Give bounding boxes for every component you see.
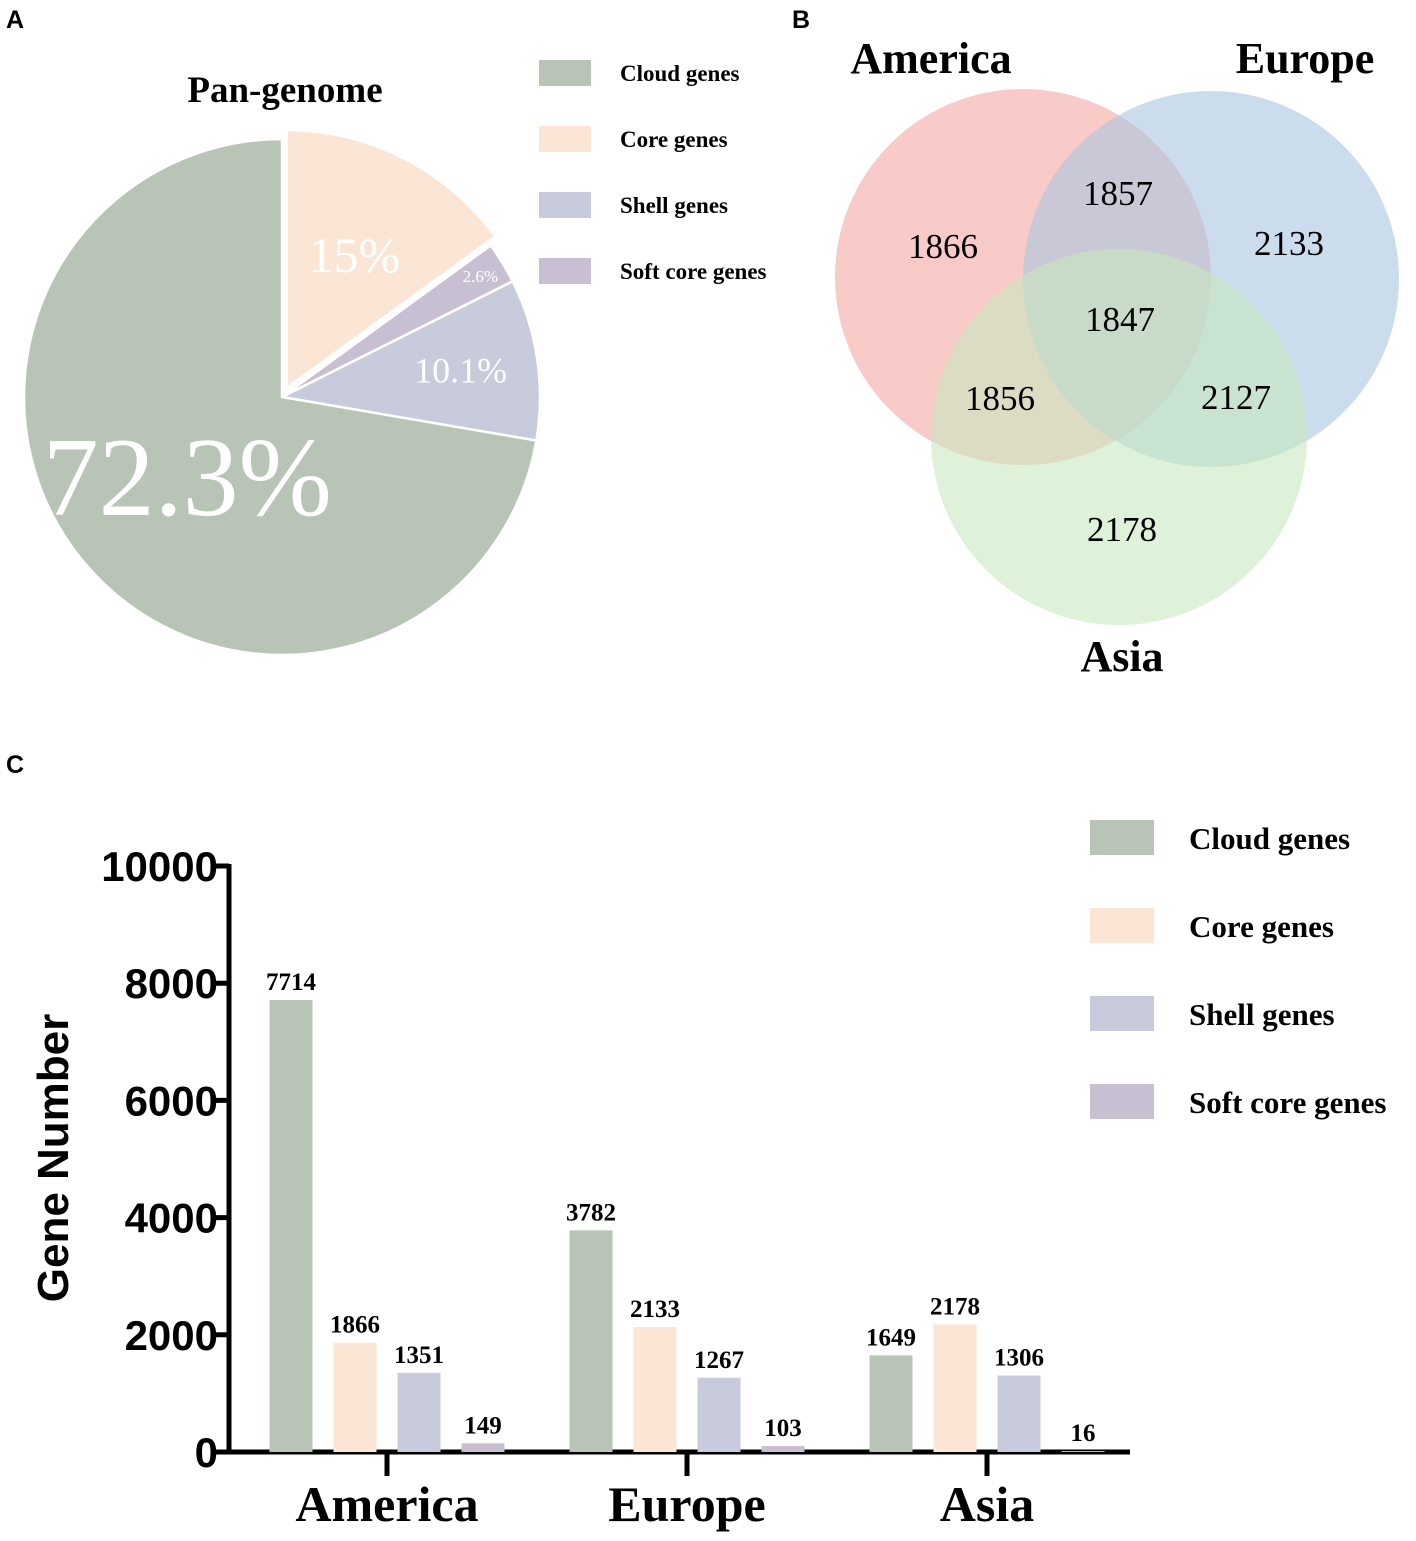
panel-a-letter: A: [6, 6, 24, 34]
bar-asia-core-genes: [933, 1324, 977, 1452]
bar-europe-shell-genes: [697, 1377, 741, 1452]
bar-x-tick-label-america: America: [295, 1476, 478, 1532]
bar-value-label: 1267: [694, 1347, 744, 1374]
venn-america-asia: 1856: [965, 379, 1035, 418]
bar-value-label: 2133: [630, 1296, 680, 1323]
bar-y-tick-label: 10000: [101, 843, 218, 890]
venn-set-america: America: [850, 34, 1011, 83]
venn-diagram: America Europe Asia 1866 1857 2133 1847 …: [835, 34, 1399, 681]
venn-set-europe: Europe: [1236, 34, 1375, 83]
bar-america-cloud-genes: [269, 999, 313, 1452]
bar-value-label: 1351: [394, 1342, 444, 1369]
bar-value-label: 2178: [930, 1293, 980, 1320]
bar-legend-swatch-cloud-genes: [1090, 820, 1154, 855]
bar-value-label: 149: [464, 1412, 502, 1439]
bar-asia-shell-genes: [997, 1375, 1041, 1452]
bar-europe-soft-core-genes: [761, 1445, 805, 1452]
bar-y-tick-label: 4000: [125, 1195, 218, 1242]
venn-circle-asia: [931, 249, 1307, 625]
pie-legend-swatch-soft-core-genes: [539, 258, 591, 284]
bar-legend-swatch-core-genes: [1090, 908, 1154, 943]
bar-bars: [269, 999, 1105, 1452]
pie-legend-swatch-core-genes: [539, 126, 591, 152]
bar-america-shell-genes: [397, 1372, 441, 1452]
venn-america-europe: 1857: [1083, 174, 1153, 213]
bar-legend-label-core-genes: Core genes: [1189, 909, 1334, 944]
pie-slices: [22, 128, 542, 657]
bar-legend-swatch-shell-genes: [1090, 996, 1154, 1031]
pie-labels: 15% 2.6% 10.1% 72.3%: [43, 227, 507, 540]
pie-legend-label-shell-genes: Shell genes: [620, 193, 728, 218]
venn-set-asia: Asia: [1080, 632, 1163, 681]
bar-value-label: 103: [764, 1415, 802, 1442]
bar-value-label: 1866: [330, 1312, 380, 1339]
bar-value-label: 1649: [866, 1324, 916, 1351]
pie-legend-label-cloud-genes: Cloud genes: [620, 61, 740, 86]
pie-legend-label-core-genes: Core genes: [620, 127, 728, 152]
bar-y-tick-label: 6000: [125, 1077, 218, 1124]
panel-b-letter: B: [792, 6, 810, 34]
pie-legend-label-soft-core-genes: Soft core genes: [620, 259, 767, 284]
bar-value-label: 16: [1071, 1420, 1096, 1447]
bar-y-tick-label: 0: [195, 1429, 218, 1476]
bar-legend-label-cloud-genes: Cloud genes: [1189, 821, 1350, 856]
pie-legend: Cloud genes Core genes Shell genes Soft cor…: [539, 60, 767, 284]
panel-c-letter: C: [6, 751, 24, 779]
bar-europe-cloud-genes: [569, 1230, 613, 1452]
bar-legend-label-soft-core-genes: Soft core genes: [1189, 1085, 1386, 1120]
bar-y-tick-label: 8000: [125, 960, 218, 1007]
bar-europe-core-genes: [633, 1327, 677, 1452]
bar-america-core-genes: [333, 1342, 377, 1452]
bar-asia-cloud-genes: [869, 1355, 913, 1452]
venn-all-three: 1847: [1085, 300, 1155, 339]
bar-value-label: 1306: [994, 1344, 1044, 1371]
bar-y-axis-label: Gene Number: [29, 1014, 78, 1303]
bar-legend-label-shell-genes: Shell genes: [1189, 997, 1335, 1032]
venn-america-only: 1866: [908, 227, 978, 266]
venn-asia-only: 2178: [1087, 510, 1157, 549]
bar-x-tick-label-asia: Asia: [940, 1476, 1034, 1532]
bar-legend: Cloud genes Core genes Shell genes Soft cor…: [1090, 820, 1386, 1120]
pie-slice-core-genes: [285, 128, 498, 391]
bar-asia-soft-core-genes: [1061, 1451, 1105, 1452]
pie-title: Pan-genome: [187, 70, 382, 111]
venn-europe-asia: 2127: [1201, 378, 1271, 417]
pie-label-cloud-genes: 72.3%: [43, 416, 332, 540]
bar-x-tick-label-europe: Europe: [608, 1476, 765, 1532]
bar-value-label: 7714: [266, 969, 317, 996]
bar-value-label: 3782: [566, 1199, 616, 1226]
pie-slice-shell-genes: [278, 279, 542, 443]
pie-slice-cloud-genes: [22, 137, 538, 657]
pie-label-core-genes: 15%: [309, 227, 401, 283]
bar-y-tick-label: 2000: [125, 1312, 218, 1359]
bar-value-labels: 7714 1866 1351 149 3782 2133 1267 103 1649 2178 13…: [266, 969, 1096, 1447]
venn-europe-only: 2133: [1254, 224, 1324, 263]
pie-label-shell-genes: 10.1%: [414, 351, 507, 391]
pie-label-soft-core-genes: 2.6%: [463, 267, 498, 286]
pie-chart: Pan-genome 15% 2.6% 10.1% 72.3%: [22, 70, 542, 657]
bar-legend-swatch-soft-core-genes: [1090, 1084, 1154, 1119]
pie-legend-swatch-cloud-genes: [539, 60, 591, 86]
bar-chart: Gene Number 0 2000 4000 6000 8000 10000 Americ…: [29, 843, 1130, 1532]
bar-america-soft-core-genes: [461, 1443, 505, 1452]
bar-axes: 0 2000 4000 6000 8000 10000 America Europe Asia: [101, 843, 1130, 1532]
pie-legend-swatch-shell-genes: [539, 192, 591, 218]
